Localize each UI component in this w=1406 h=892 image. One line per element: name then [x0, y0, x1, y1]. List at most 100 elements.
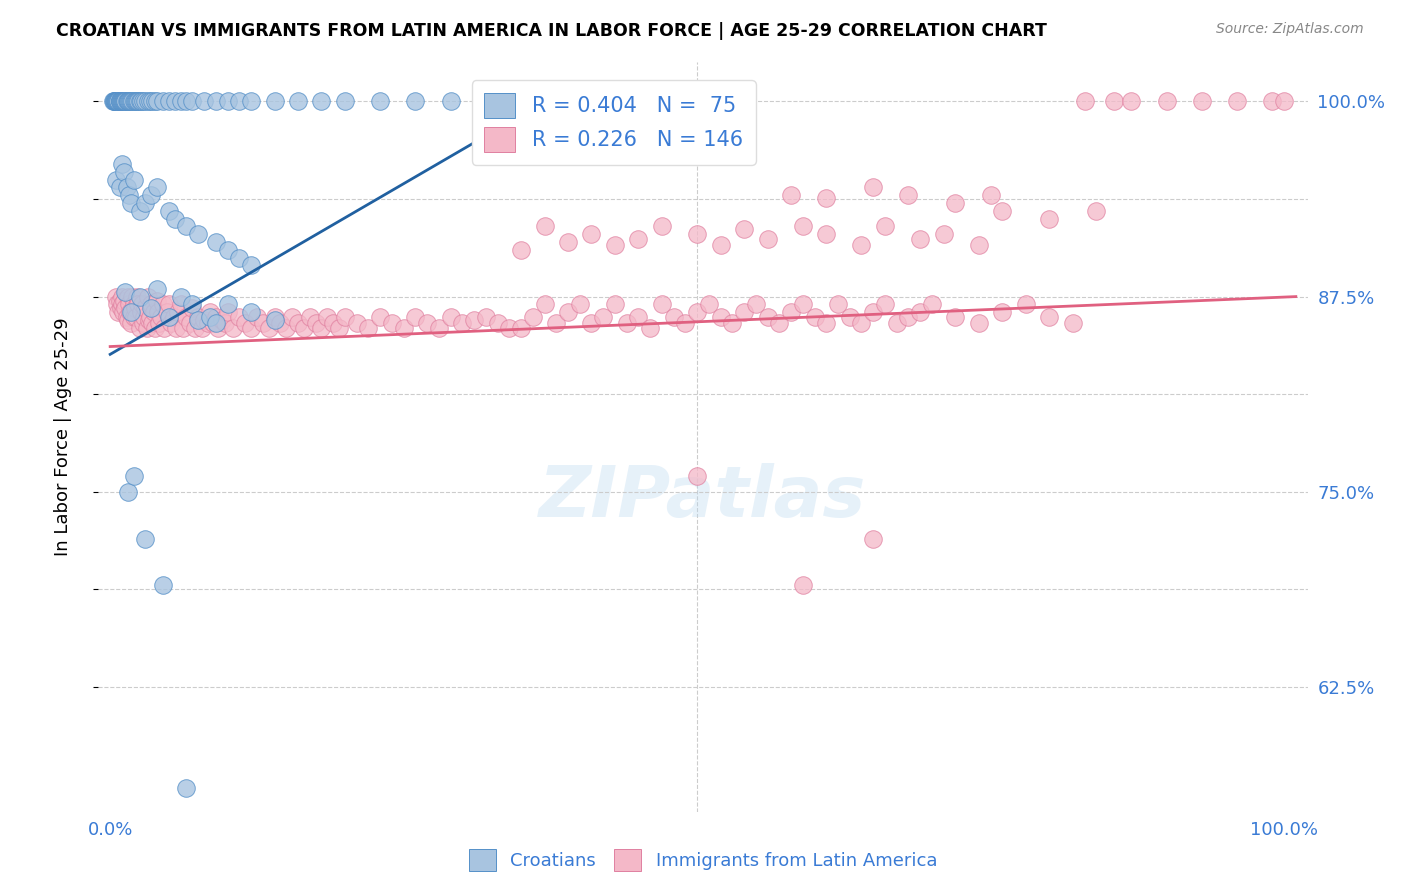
Point — [172, 320, 194, 334]
Point — [111, 95, 134, 109]
Point — [204, 316, 226, 330]
Point — [134, 532, 156, 546]
Point — [416, 316, 439, 330]
Point — [686, 227, 709, 241]
Point — [114, 95, 136, 109]
Point — [108, 180, 131, 194]
Point — [118, 297, 141, 311]
Point — [368, 95, 391, 109]
Point — [581, 316, 603, 330]
Point — [546, 316, 568, 330]
Point — [792, 297, 814, 311]
Point — [128, 203, 150, 218]
Point — [897, 188, 920, 202]
Point — [246, 310, 269, 324]
Point — [108, 294, 131, 309]
Point — [980, 188, 1002, 202]
Point — [1062, 316, 1084, 330]
Point — [1261, 95, 1284, 109]
Point — [105, 95, 128, 109]
Point — [176, 95, 198, 109]
Point — [163, 95, 186, 109]
Point — [486, 316, 509, 330]
Point — [697, 297, 720, 311]
Point — [108, 95, 131, 109]
Point — [211, 313, 233, 327]
Point — [311, 95, 333, 109]
Point — [146, 294, 169, 309]
Point — [240, 320, 263, 334]
Point — [921, 297, 943, 311]
Point — [991, 305, 1014, 319]
Point — [176, 310, 198, 324]
Point — [745, 297, 768, 311]
Point — [217, 305, 239, 319]
Point — [169, 297, 191, 311]
Point — [304, 316, 326, 330]
Point — [136, 95, 159, 109]
Point — [143, 320, 166, 334]
Point — [114, 301, 136, 315]
Point — [404, 95, 426, 109]
Point — [510, 243, 533, 257]
Text: CROATIAN VS IMMIGRANTS FROM LATIN AMERICA IN LABOR FORCE | AGE 25-29 CORRELATION: CROATIAN VS IMMIGRANTS FROM LATIN AMERIC… — [56, 22, 1047, 40]
Point — [792, 578, 814, 592]
Point — [222, 320, 245, 334]
Point — [152, 578, 174, 592]
Point — [169, 95, 191, 109]
Point — [207, 320, 229, 334]
Point — [132, 316, 155, 330]
Point — [112, 164, 135, 178]
Point — [240, 305, 263, 319]
Point — [322, 316, 344, 330]
Point — [142, 305, 165, 319]
Point — [792, 219, 814, 234]
Point — [263, 313, 285, 327]
Point — [120, 305, 142, 319]
Point — [908, 305, 931, 319]
Point — [581, 227, 603, 241]
Point — [187, 313, 209, 327]
Point — [662, 310, 685, 324]
Point — [135, 320, 157, 334]
Point — [815, 316, 838, 330]
Point — [217, 243, 239, 257]
Point — [117, 95, 139, 109]
Point — [117, 95, 139, 109]
Point — [129, 95, 152, 109]
Point — [101, 95, 124, 109]
Point — [120, 316, 142, 330]
Point — [198, 305, 221, 319]
Point — [105, 95, 128, 109]
Point — [945, 310, 967, 324]
Point — [368, 310, 391, 324]
Point — [105, 95, 128, 109]
Point — [103, 95, 125, 109]
Point — [198, 310, 221, 324]
Point — [756, 232, 779, 246]
Point — [240, 95, 263, 109]
Legend: Croatians, Immigrants from Latin America: Croatians, Immigrants from Latin America — [461, 842, 945, 879]
Point — [141, 301, 163, 315]
Point — [118, 95, 141, 109]
Point — [127, 289, 149, 303]
Point — [557, 235, 579, 249]
Point — [122, 469, 145, 483]
Point — [105, 95, 128, 109]
Point — [112, 294, 135, 309]
Point — [118, 188, 141, 202]
Point — [160, 316, 183, 330]
Point — [115, 310, 138, 324]
Point — [120, 195, 142, 210]
Point — [125, 310, 148, 324]
Point — [768, 316, 790, 330]
Point — [141, 297, 163, 311]
Point — [357, 320, 380, 334]
Point — [1156, 95, 1178, 109]
Point — [862, 305, 884, 319]
Point — [179, 316, 201, 330]
Point — [603, 297, 626, 311]
Point — [475, 95, 498, 109]
Point — [110, 301, 132, 315]
Point — [228, 251, 250, 265]
